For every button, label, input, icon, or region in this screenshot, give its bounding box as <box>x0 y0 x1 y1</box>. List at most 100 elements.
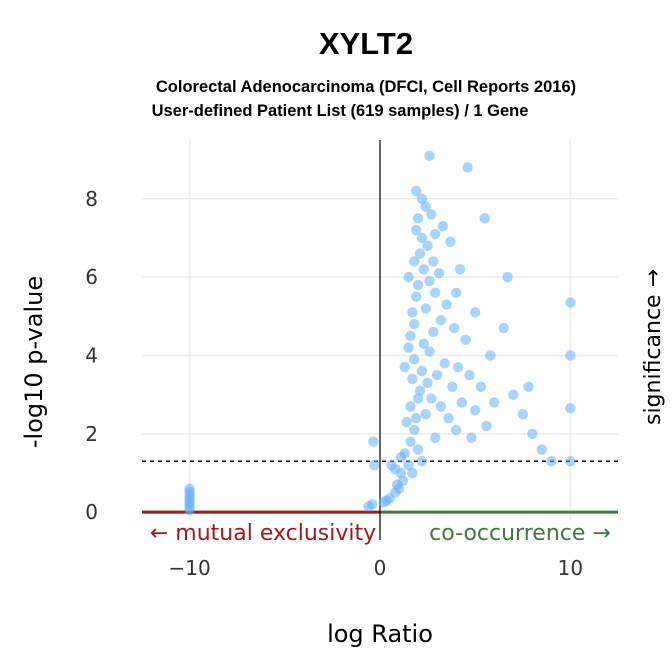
data-point <box>475 381 487 393</box>
data-point <box>399 362 410 373</box>
data-point <box>450 424 462 436</box>
data-point <box>450 287 462 298</box>
data-point <box>470 405 481 416</box>
data-point <box>464 369 475 381</box>
data-point <box>454 264 466 275</box>
data-point <box>424 275 435 287</box>
tick-labels: 0 2 4 6 8 −10 0 10 <box>85 187 583 580</box>
data-point <box>409 256 420 267</box>
data-point <box>420 409 431 420</box>
data-point <box>523 381 534 393</box>
data-point <box>409 354 420 365</box>
data-point <box>565 403 576 414</box>
data-point <box>424 150 435 161</box>
data-point <box>430 432 441 443</box>
data-point <box>412 213 424 224</box>
data-point <box>428 326 439 338</box>
x-tick-label: 10 <box>558 556 583 580</box>
data-point <box>184 483 195 494</box>
data-point <box>565 456 576 467</box>
data-point <box>416 456 428 467</box>
data-point <box>462 162 473 173</box>
chart-subtitle-line-1: Colorectal Adenocarcinoma (DFCI, Cell Re… <box>156 78 576 96</box>
data-point <box>424 346 435 357</box>
data-point <box>409 424 420 436</box>
data-point <box>536 444 548 455</box>
data-point <box>407 307 418 318</box>
x-axis-label: log Ratio <box>327 620 433 648</box>
data-point <box>414 385 426 396</box>
data-point <box>410 412 422 424</box>
data-point <box>420 201 431 212</box>
data-point <box>368 436 379 447</box>
data-point <box>433 267 445 279</box>
data-point <box>422 377 433 389</box>
data-point <box>416 365 428 377</box>
data-point <box>431 369 443 381</box>
significance-label: significance → <box>641 269 666 425</box>
data-point <box>416 193 428 204</box>
data-point <box>363 501 374 512</box>
data-point <box>403 271 414 283</box>
data-point <box>407 373 418 385</box>
y-tick-label: 4 <box>85 343 98 367</box>
data-point <box>412 279 424 291</box>
chart-title: XYLT2 <box>319 26 413 61</box>
y-tick-label: 2 <box>85 422 98 446</box>
y-tick-label: 8 <box>85 187 98 211</box>
axes <box>142 140 618 540</box>
data-point <box>481 420 492 432</box>
data-point <box>369 459 380 471</box>
data-point <box>466 432 477 443</box>
data-point <box>426 209 437 220</box>
data-point <box>401 416 412 428</box>
y-axis-label: -log10 p-value <box>20 276 48 448</box>
data-point <box>410 185 422 197</box>
data-point <box>422 240 433 251</box>
chart-subtitle-line-2: User-defined Patient List (619 samples) … <box>152 102 529 120</box>
data-point <box>489 397 500 408</box>
data-point <box>437 220 449 232</box>
y-tick-label: 0 <box>85 500 98 524</box>
data-point <box>565 350 576 361</box>
data-point <box>426 393 437 404</box>
data-point <box>399 448 410 459</box>
data-point <box>508 389 519 400</box>
mutual-exclusivity-label: ← mutual exclusivity <box>150 521 376 546</box>
data-point <box>428 256 439 267</box>
data-point <box>395 467 407 479</box>
data-point <box>435 315 447 326</box>
data-point <box>405 330 416 342</box>
data-point <box>403 342 414 353</box>
data-point <box>485 350 496 361</box>
data-point <box>405 436 416 447</box>
data-point <box>410 224 422 236</box>
data-point <box>435 401 447 412</box>
data-point <box>439 358 450 369</box>
data-point <box>460 334 471 345</box>
data-point <box>565 297 576 308</box>
co-occurrence-label: co-occurrence → <box>429 521 611 546</box>
data-point <box>430 228 441 240</box>
data-point <box>517 409 528 420</box>
data-point <box>393 483 405 494</box>
data-point <box>420 303 431 314</box>
data-point <box>412 444 424 455</box>
data-point <box>407 467 418 479</box>
data-point <box>456 397 468 408</box>
data-point <box>441 299 452 310</box>
data-point <box>405 401 416 412</box>
data-point <box>447 381 458 393</box>
data-points <box>184 150 576 516</box>
data-point <box>410 291 422 302</box>
data-point <box>546 456 557 467</box>
data-point <box>527 428 538 440</box>
data-point <box>409 318 420 330</box>
data-point <box>403 459 414 471</box>
data-point <box>470 307 481 318</box>
data-point <box>498 322 509 334</box>
y-tick-label: 6 <box>85 265 98 289</box>
x-tick-label: −10 <box>168 556 210 580</box>
